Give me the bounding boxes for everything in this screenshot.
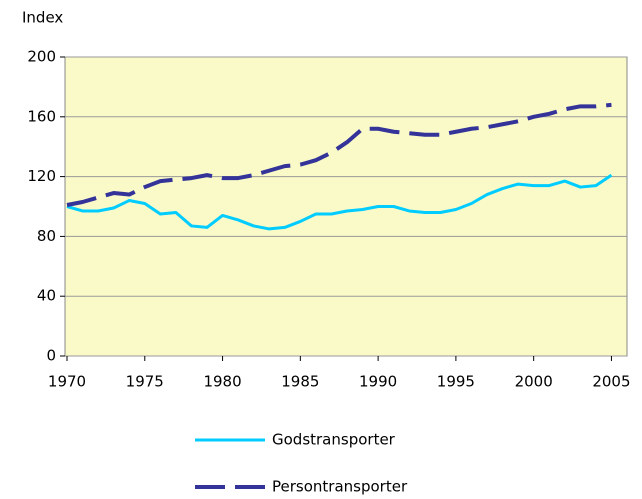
y-tick-label: 40 (37, 287, 56, 305)
y-tick-label: 160 (27, 107, 56, 125)
legend-label: Godstransporter (272, 431, 396, 449)
y-tick-label: 80 (37, 227, 56, 245)
series-line (66, 173, 613, 231)
x-tick-label: 2005 (592, 373, 630, 391)
plot-area (64, 56, 628, 357)
x-tick-label: 1995 (437, 373, 475, 391)
x-tick-label: 1980 (203, 373, 241, 391)
x-tick-label: 1985 (281, 373, 319, 391)
series-line (66, 102, 612, 207)
x-tick-label: 2000 (515, 373, 553, 391)
x-tick-label: 1970 (48, 373, 86, 391)
x-tick-label: 1990 (359, 373, 397, 391)
y-tick-label: 200 (27, 48, 56, 66)
y-tick-label: 0 (46, 347, 56, 365)
x-tick-label: 1975 (126, 373, 164, 391)
y-tick-label: 120 (27, 167, 56, 185)
y-axis-label: Index (22, 9, 63, 27)
legend-label: Persontransporter (272, 478, 408, 496)
